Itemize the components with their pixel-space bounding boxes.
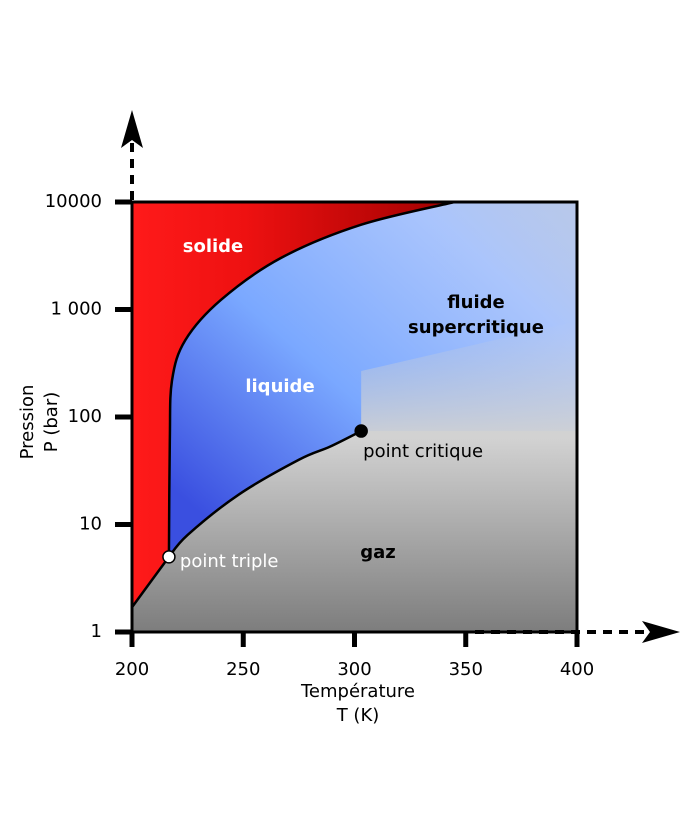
point-marker: [354, 424, 368, 438]
y-tick-label: 10: [79, 514, 102, 535]
x-tick-label: 250: [226, 659, 260, 680]
y-tick-label: 1 000: [50, 299, 102, 320]
region-label: supercritique: [408, 317, 544, 338]
region-label: solide: [183, 236, 244, 257]
x-tick-label: 200: [115, 659, 149, 680]
y-axis-title: Pression: [17, 385, 38, 460]
region-label: liquide: [245, 376, 314, 397]
point-label: point critique: [363, 441, 483, 462]
axis-arrowhead: [121, 110, 143, 148]
point-label: point triple: [180, 551, 279, 572]
y-tick-label: 10000: [45, 191, 102, 212]
x-tick-label: 400: [560, 659, 594, 680]
y-tick-label: 1: [91, 621, 102, 642]
x-tick-label: 350: [449, 659, 483, 680]
region-label: fluide: [447, 292, 504, 313]
region-fade: [361, 321, 577, 432]
plot-area: [130, 200, 577, 632]
axes: 1 10 100 1 000 10000 200 250 300 350 400 point tri…: [45, 191, 594, 680]
y-tick-label: 100: [68, 406, 102, 427]
phase-boundary: [167, 429, 362, 558]
x-axis-title: Température: [300, 681, 415, 702]
phase-boundary: [167, 200, 455, 557]
x-tick-label: 300: [337, 659, 371, 680]
point-marker: [162, 550, 176, 564]
y-axis-title: P (bar): [41, 392, 62, 452]
axis-arrowhead: [642, 621, 680, 643]
x-axis-title: T (K): [336, 705, 380, 726]
region-label: gaz: [360, 542, 396, 563]
region-solid: [132, 202, 455, 608]
